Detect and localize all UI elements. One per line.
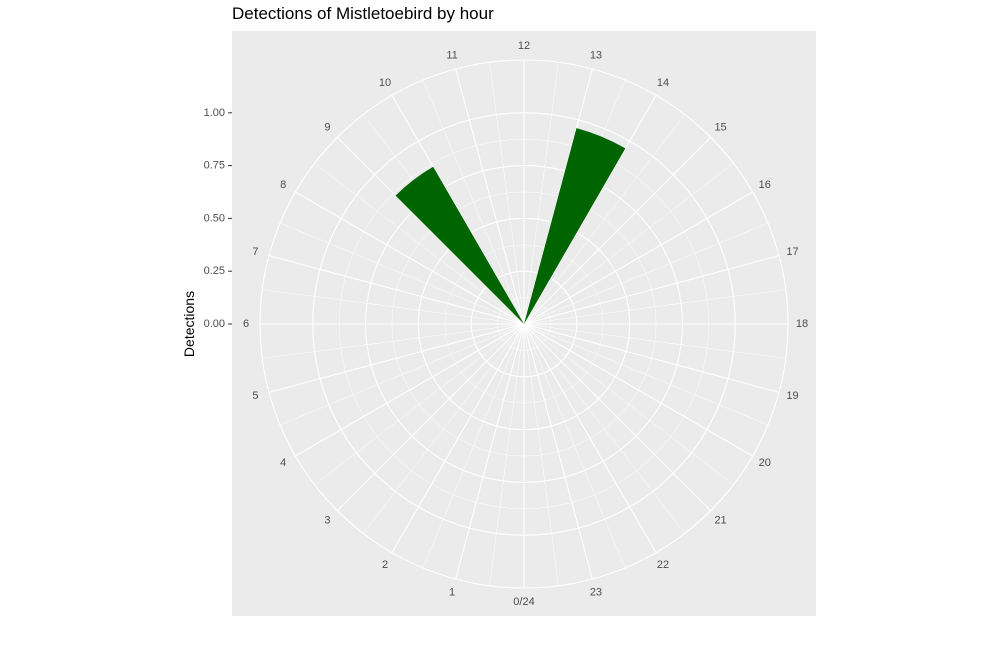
hour-tick-label: 8	[280, 179, 286, 191]
hour-tick-label: 5	[252, 390, 258, 402]
grid-spoke-minor	[363, 323, 525, 534]
hour-tick-label: 7	[252, 246, 258, 258]
bar-hour-9	[395, 166, 524, 324]
hour-tick-label: 6	[243, 318, 249, 330]
y-tick-label: 0.00	[204, 318, 225, 330]
hour-tick-label: 14	[657, 77, 669, 89]
grid-spoke-major	[268, 323, 525, 393]
grid-spoke-major	[523, 323, 712, 512]
grid-spoke-major	[523, 323, 780, 393]
grid-spoke-minor	[523, 222, 768, 325]
y-axis: 0.00 0.25 0.50 0.75 1.00	[204, 107, 232, 330]
hour-tick-label: 17	[786, 246, 798, 258]
grid-spoke-minor	[262, 323, 525, 359]
hour-tick-label: 0/24	[513, 596, 534, 608]
hour-tick-labels: 0/24123456789101112131415161718192021222…	[243, 40, 808, 608]
grid-spoke-minor	[523, 289, 786, 325]
y-axis-label: Detections	[181, 291, 197, 357]
grid-spoke-major	[268, 255, 525, 325]
hour-tick-label: 22	[657, 559, 669, 571]
hour-tick-label: 23	[590, 587, 602, 599]
grid-spoke-major	[523, 95, 657, 325]
hour-tick-label: 3	[324, 515, 330, 527]
grid-spoke-minor	[489, 62, 525, 325]
hour-tick-label: 2	[382, 559, 388, 571]
grid-spoke-minor	[523, 323, 768, 426]
hour-tick-label: 4	[280, 457, 286, 469]
grid-spoke-minor	[523, 163, 734, 325]
chart-title: Detections of Mistletoebird by hour	[232, 4, 494, 23]
bars	[395, 128, 626, 324]
grid-lines	[259, 59, 789, 589]
grid-spoke-minor	[523, 114, 685, 325]
y-tick-label: 0.50	[204, 212, 225, 224]
hour-tick-label: 13	[590, 49, 602, 61]
grid-spoke-major	[336, 323, 525, 512]
hour-tick-label: 21	[714, 515, 726, 527]
hour-tick-label: 15	[714, 121, 726, 133]
grid-spoke-minor	[422, 80, 525, 325]
bar-hour-13	[524, 128, 626, 324]
y-tick-label: 1.00	[204, 107, 225, 119]
y-tick-label: 0.25	[204, 265, 225, 277]
grid-spoke-major	[455, 323, 525, 580]
y-tick-label: 0.75	[204, 160, 225, 172]
grid-spoke-minor	[523, 323, 626, 568]
hour-tick-label: 9	[324, 121, 330, 133]
hour-tick-label: 12	[518, 40, 530, 52]
grid-spoke-minor	[523, 323, 685, 534]
grid-spoke-minor	[314, 163, 525, 325]
hour-tick-label: 19	[786, 390, 798, 402]
grid-spoke-minor	[489, 323, 525, 586]
grid-spoke-major	[523, 191, 753, 325]
grid-spoke-minor	[523, 323, 559, 586]
hour-tick-label: 20	[759, 457, 771, 469]
grid-spoke-major	[295, 191, 525, 325]
hour-tick-label: 10	[379, 77, 391, 89]
hour-tick-label: 11	[446, 49, 457, 61]
grid-spoke-major	[523, 255, 780, 325]
grid-spoke-minor	[262, 289, 525, 325]
grid-spoke-major	[295, 323, 525, 457]
hour-tick-label: 16	[759, 179, 771, 191]
hour-tick-label: 1	[449, 587, 455, 599]
grid-spoke-major	[523, 323, 593, 580]
hour-tick-label: 18	[796, 318, 808, 330]
grid-spoke-major	[523, 323, 657, 553]
grid-spoke-major	[523, 136, 712, 325]
grid-spoke-minor	[280, 222, 525, 325]
grid-spoke-minor	[314, 323, 525, 485]
grid-spoke-minor	[280, 323, 525, 426]
grid-spoke-minor	[523, 62, 559, 325]
grid-spoke-major	[455, 68, 525, 325]
grid-spoke-major	[391, 323, 525, 553]
grid-spoke-major	[523, 323, 753, 457]
grid-spoke-minor	[523, 323, 734, 485]
grid-spoke-minor	[523, 323, 786, 359]
grid-spoke-minor	[422, 323, 525, 568]
